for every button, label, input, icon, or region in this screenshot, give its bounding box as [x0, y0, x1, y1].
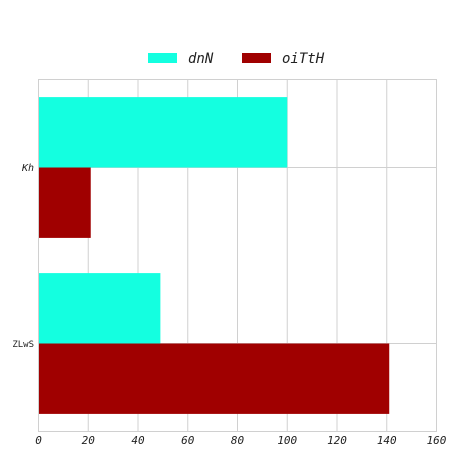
- bar-dnN-Kh: [38, 97, 288, 168]
- legend-swatch-oiTtH: [242, 53, 271, 63]
- x-tick-label: 60: [181, 434, 195, 447]
- x-axis-ticks: 0 20 40 60 80 100 120 140 160: [35, 434, 447, 447]
- x-tick-label: 80: [231, 434, 245, 447]
- x-tick-label: 160: [427, 434, 447, 447]
- bar-oiTtH-ZLwS: [38, 343, 390, 414]
- y-tick-label: ZLwS: [12, 340, 34, 350]
- legend-label-dnN: dnN: [188, 51, 214, 67]
- y-tick-label: Kh: [21, 163, 34, 174]
- plot-frame: [38, 79, 437, 432]
- x-tick-label: 0: [35, 434, 42, 447]
- y-axis-ticks: Kh ZLwS: [12, 163, 34, 350]
- legend-swatch-dnN: [148, 53, 177, 63]
- x-tick-label: 140: [377, 434, 397, 447]
- x-tick-label: 20: [82, 434, 96, 447]
- bar-dnN-ZLwS: [38, 273, 161, 344]
- x-tick-label: 100: [277, 434, 297, 447]
- legend: dnN oiTtH: [148, 51, 325, 67]
- legend-label-oiTtH: oiTtH: [282, 51, 325, 67]
- bars: [38, 97, 390, 414]
- x-tick-label: 40: [131, 434, 145, 447]
- bar-oiTtH-Kh: [38, 167, 91, 238]
- x-tick-label: 120: [327, 434, 347, 447]
